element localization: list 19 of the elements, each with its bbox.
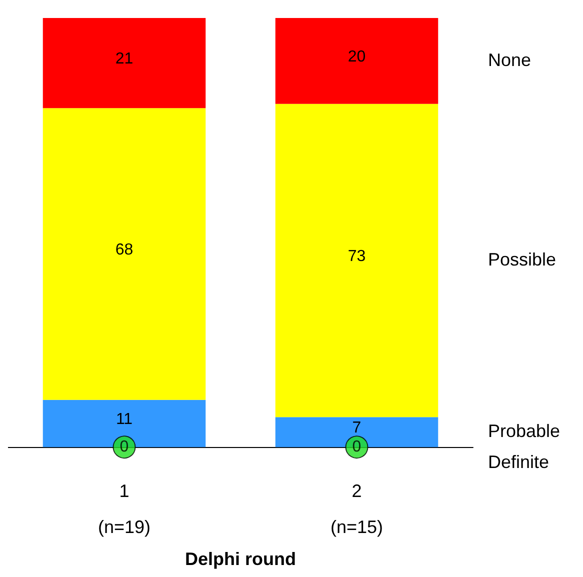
text: Definite xyxy=(488,452,550,472)
x-axis-title: Delphi round xyxy=(185,549,296,569)
text: Probable xyxy=(488,421,560,442)
data-label: 0 xyxy=(120,438,129,456)
data-label: 7 xyxy=(352,420,362,437)
data-label: 0 xyxy=(352,438,362,456)
bar xyxy=(42,18,206,108)
bar xyxy=(275,104,438,418)
x-tick-label: 2 (n=15) xyxy=(330,481,384,538)
data-label: 68 xyxy=(115,242,134,259)
data-label: 11 xyxy=(116,411,133,428)
data-label: 73 xyxy=(348,248,366,265)
data-label: 20 xyxy=(348,48,366,66)
bar xyxy=(275,18,438,104)
data-label: 21 xyxy=(115,50,134,68)
x-tick-label: 1 (n=19) xyxy=(98,481,151,538)
text: Possible xyxy=(488,249,556,270)
text: None xyxy=(488,50,532,70)
bar xyxy=(42,108,206,400)
